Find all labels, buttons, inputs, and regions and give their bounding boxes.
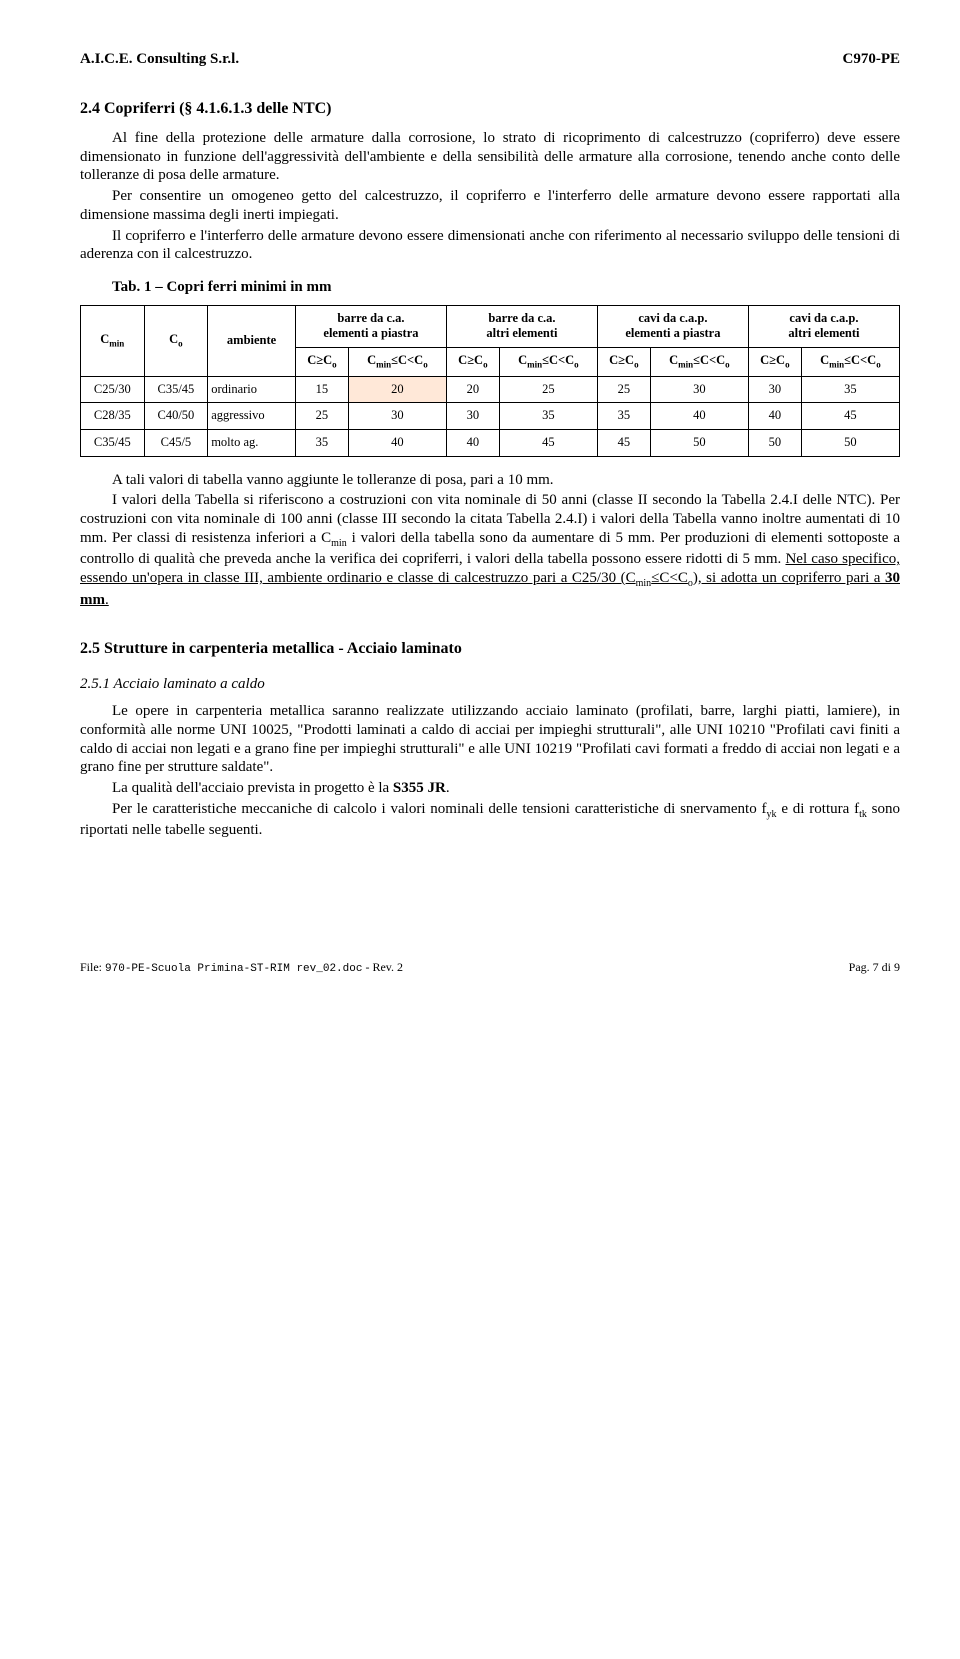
cell: 35 xyxy=(295,430,348,457)
cell: 35 xyxy=(499,403,597,430)
section-2-5-title: 2.5 Strutture in carpenteria metallica -… xyxy=(80,639,900,659)
cell: 30 xyxy=(446,403,499,430)
th-sub-3a: C≥Co xyxy=(597,348,650,377)
th-group-4: cavi da c.a.p.altri elementi xyxy=(748,305,899,347)
cell: C35/45 xyxy=(144,376,208,403)
th-group-1: barre da c.a.elementi a piastra xyxy=(295,305,446,347)
cell: 30 xyxy=(650,376,748,403)
table-caption: Tab. 1 – Copri ferri minimi in mm xyxy=(80,278,900,297)
cell: C40/50 xyxy=(144,403,208,430)
cell: 30 xyxy=(348,403,446,430)
page-header: A.I.C.E. Consulting S.r.l. C970-PE xyxy=(80,50,900,69)
cell: 50 xyxy=(650,430,748,457)
header-right: C970-PE xyxy=(843,50,901,69)
after-table-p2: I valori della Tabella si riferiscono a … xyxy=(80,491,900,609)
th-sub-4b: Cmin≤C<Co xyxy=(801,348,899,377)
cell: molto ag. xyxy=(208,430,296,457)
cell: 40 xyxy=(446,430,499,457)
para-2-5-1: Le opere in carpenteria metallica sarann… xyxy=(80,702,900,777)
th-co: Co xyxy=(144,305,208,376)
table-row: C25/30C35/45ordinario1520202525303035 xyxy=(81,376,900,403)
cell: 35 xyxy=(597,403,650,430)
th-sub-4a: C≥Co xyxy=(748,348,801,377)
para-2-4-2: Per consentire un omogeneo getto del cal… xyxy=(80,187,900,225)
th-sub-1a: C≥Co xyxy=(295,348,348,377)
copriferri-table: Cmin Co ambiente barre da c.a.elementi a… xyxy=(80,305,900,457)
cell: 40 xyxy=(748,403,801,430)
th-sub-2b: Cmin≤C<Co xyxy=(499,348,597,377)
th-sub-1b: Cmin≤C<Co xyxy=(348,348,446,377)
cell: 30 xyxy=(748,376,801,403)
header-left: A.I.C.E. Consulting S.r.l. xyxy=(80,50,239,69)
after-table-p1: A tali valori di tabella vanno aggiunte … xyxy=(80,471,900,490)
cell: 45 xyxy=(499,430,597,457)
cell: C45/5 xyxy=(144,430,208,457)
footer-right: Pag. 7 di 9 xyxy=(849,960,900,977)
subsection-2-5-1: 2.5.1 Acciaio laminato a caldo xyxy=(80,675,900,694)
cell: 50 xyxy=(801,430,899,457)
cell: aggressivo xyxy=(208,403,296,430)
para-2-5-3: Per le caratteristiche meccaniche di cal… xyxy=(80,800,900,840)
footer-left: File: 970-PE-Scuola Primina-ST-RIM rev_0… xyxy=(80,960,403,977)
cell: 45 xyxy=(597,430,650,457)
cell: C35/45 xyxy=(81,430,145,457)
section-2-4-title: 2.4 Copriferri (§ 4.1.6.1.3 delle NTC) xyxy=(80,99,900,119)
cell: 25 xyxy=(295,403,348,430)
cell: 35 xyxy=(801,376,899,403)
table-row: C35/45C45/5molto ag.3540404545505050 xyxy=(81,430,900,457)
th-cmin: Cmin xyxy=(81,305,145,376)
para-2-4-1: Al fine della protezione delle armature … xyxy=(80,129,900,185)
cell: 40 xyxy=(348,430,446,457)
page-footer: File: 970-PE-Scuola Primina-ST-RIM rev_0… xyxy=(80,960,900,977)
th-ambiente: ambiente xyxy=(208,305,296,376)
cell: C28/35 xyxy=(81,403,145,430)
th-sub-3b: Cmin≤C<Co xyxy=(650,348,748,377)
cell: 25 xyxy=(597,376,650,403)
cell: 40 xyxy=(650,403,748,430)
cell: C25/30 xyxy=(81,376,145,403)
cell: 15 xyxy=(295,376,348,403)
cell: 20 xyxy=(348,376,446,403)
th-group-2: barre da c.a.altri elementi xyxy=(446,305,597,347)
table-row: C28/35C40/50aggressivo2530303535404045 xyxy=(81,403,900,430)
cell: 25 xyxy=(499,376,597,403)
cell: 45 xyxy=(801,403,899,430)
th-group-3: cavi da c.a.p.elementi a piastra xyxy=(597,305,748,347)
para-2-5-2: La qualità dell'acciaio prevista in prog… xyxy=(80,779,900,798)
cell: 20 xyxy=(446,376,499,403)
cell: ordinario xyxy=(208,376,296,403)
para-2-4-3: Il copriferro e l'interferro delle armat… xyxy=(80,227,900,265)
th-sub-2a: C≥Co xyxy=(446,348,499,377)
cell: 50 xyxy=(748,430,801,457)
